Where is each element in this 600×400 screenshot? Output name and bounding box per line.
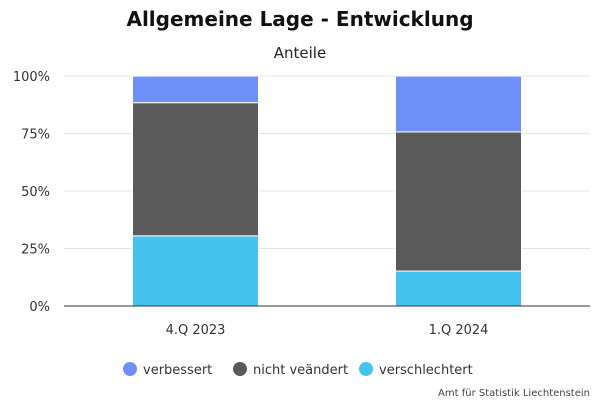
x-category-label: 1.Q 2024 <box>429 323 489 338</box>
bars <box>132 75 522 307</box>
legend-label: verbessert <box>143 363 212 378</box>
bar-segment <box>395 75 522 133</box>
legend-marker <box>123 362 137 376</box>
legend-marker <box>359 362 373 376</box>
y-tick-label: 50% <box>21 185 50 200</box>
chart-title: Allgemeine Lage - Entwicklung <box>126 7 473 31</box>
x-axis-categories: 4.Q 2023 1.Q 2024 <box>166 323 489 338</box>
bar-segment <box>132 102 259 237</box>
bar-segment <box>132 75 259 104</box>
y-tick-label: 75% <box>21 128 50 143</box>
source-credit: Amt für Statistik Liechtenstein <box>438 388 590 399</box>
y-axis-ticks: 0% 25% 50% 75% 100% <box>13 70 50 315</box>
y-tick-label: 25% <box>21 243 50 258</box>
y-tick-label: 100% <box>13 70 50 85</box>
bar-segment <box>395 131 522 272</box>
legend-label: verschlechtert <box>379 363 473 378</box>
y-tick-label: 0% <box>29 300 50 315</box>
chart-subtitle: Anteile <box>274 44 326 62</box>
legend-marker <box>233 362 247 376</box>
legend[interactable]: verbessert nicht veändert verschlechtert <box>123 362 473 378</box>
bar-segment <box>395 270 522 307</box>
legend-label: nicht veändert <box>253 363 348 378</box>
x-category-label: 4.Q 2023 <box>166 323 226 338</box>
legend-item[interactable]: nicht veändert <box>233 362 348 378</box>
legend-item[interactable]: verschlechtert <box>359 362 473 378</box>
bar-segment <box>132 235 259 307</box>
legend-item[interactable]: verbessert <box>123 362 212 378</box>
